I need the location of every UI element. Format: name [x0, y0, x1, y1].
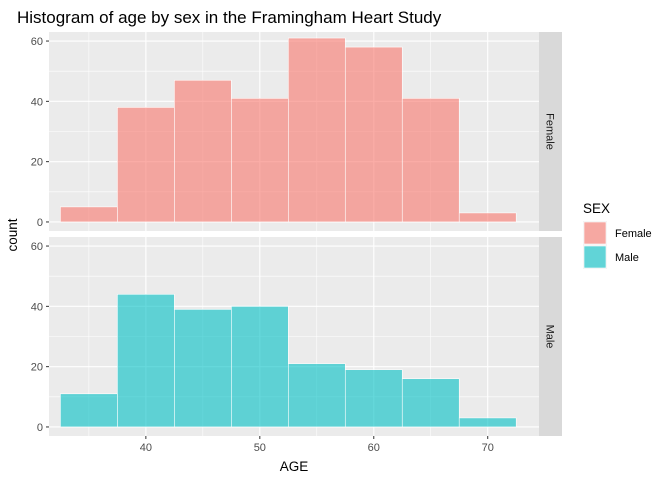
histogram-bar	[401, 98, 460, 223]
legend-key-swatch	[583, 245, 607, 269]
x-axis: 40 50 60 70	[140, 436, 494, 454]
histogram-bar	[401, 378, 460, 428]
histogram-bar	[458, 212, 517, 223]
x-tick-label: 50	[254, 442, 266, 454]
legend-title: SEX	[583, 201, 610, 216]
histogram-bar	[117, 107, 175, 223]
histogram-bar	[288, 37, 346, 223]
y-tick-label: 40	[31, 96, 43, 108]
x-tick-label: 40	[140, 442, 152, 454]
y-axis-title: count	[5, 218, 20, 251]
y-tick-label: 0	[37, 217, 43, 229]
histogram-bar	[60, 206, 118, 223]
facet-strip	[539, 237, 562, 436]
histogram-bar	[174, 309, 232, 428]
histogram-bar	[231, 306, 289, 428]
facet-strip	[539, 32, 562, 231]
x-tick-label: 70	[482, 442, 494, 454]
facet-panels: 0 20 40 60 Female 0 20 40 60 Male	[31, 32, 562, 436]
x-tick-label: 60	[368, 442, 380, 454]
histogram-bar	[288, 363, 346, 428]
facet-strip-label: Male	[544, 325, 556, 349]
y-tick-label: 60	[31, 36, 43, 48]
histogram-bar	[344, 369, 403, 428]
legend-label: Male	[615, 252, 639, 264]
y-tick-label: 20	[31, 362, 43, 374]
facet-panel-female: 0 20 40 60 Female	[31, 32, 562, 231]
legend-key-swatch	[583, 221, 607, 245]
histogram-bar	[60, 393, 118, 428]
y-tick-label: 40	[31, 301, 43, 313]
legend: SEX Female Male	[583, 201, 652, 269]
histogram-bar	[117, 293, 175, 428]
facet-panel-male: 0 20 40 60 Male	[31, 237, 562, 436]
histogram-bar	[458, 417, 517, 428]
x-axis-title: AGE	[280, 459, 309, 474]
histogram-bar	[174, 79, 232, 223]
y-tick-label: 20	[31, 157, 43, 169]
y-tick-label: 0	[37, 422, 43, 434]
facet-strip-label: Female	[544, 113, 556, 150]
chart-title: Histogram of age by sex in the Framingha…	[17, 8, 442, 27]
y-tick-label: 60	[31, 241, 43, 253]
histogram-bar	[231, 98, 289, 223]
legend-label: Female	[615, 228, 652, 240]
histogram-bar	[344, 46, 403, 223]
